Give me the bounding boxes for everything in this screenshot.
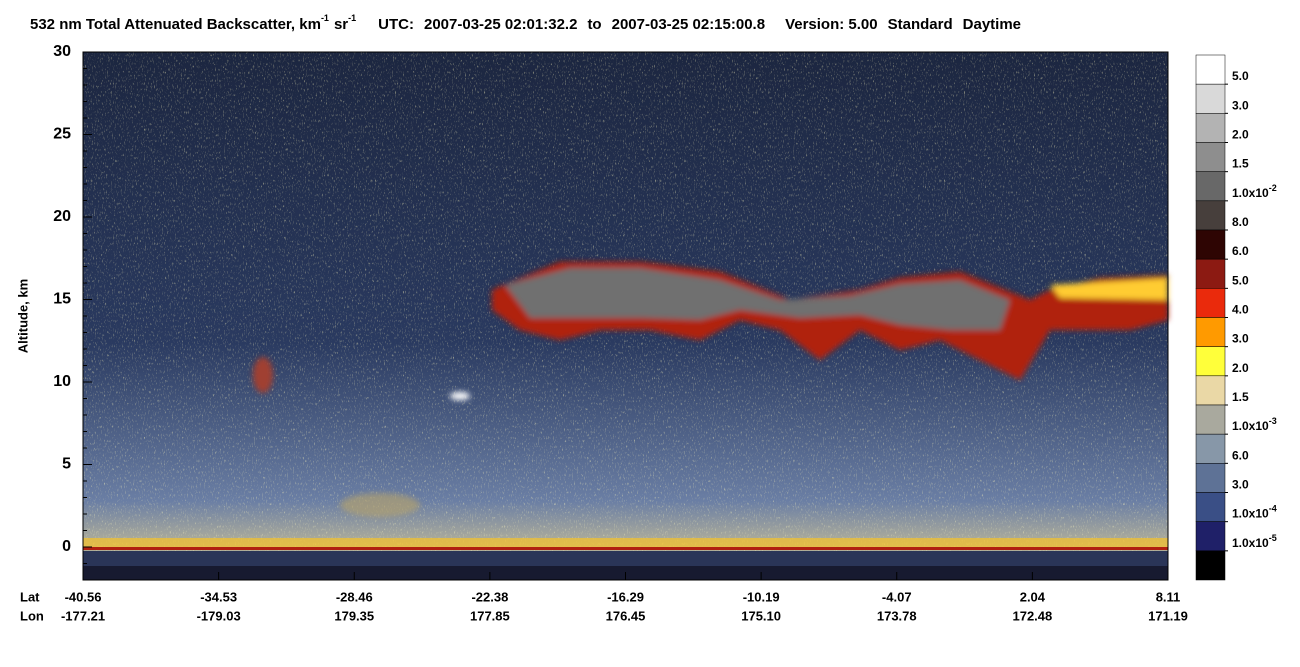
colorbar-label-text: 6.0 (1232, 449, 1249, 463)
colorbar-label: 3.0 (1232, 332, 1249, 346)
x-tick-label: 176.45 (606, 608, 646, 623)
colorbar-swatch (1195, 142, 1226, 172)
colorbar-label: 5.0 (1232, 69, 1249, 83)
x-tick-label: -22.38 (471, 589, 508, 604)
colorbar-swatch (1195, 200, 1226, 231)
to-label: to (587, 16, 601, 33)
colorbar-swatch (1195, 54, 1226, 85)
colorbar-swatch (1195, 258, 1226, 289)
colorbar-swatch (1195, 550, 1226, 581)
x-tick-label: -16.29 (607, 589, 644, 604)
colorbar-label-text: 3.0 (1232, 332, 1249, 346)
colorbar-swatch (1195, 229, 1226, 260)
colorbar-label: 1.5 (1232, 157, 1249, 171)
colorbar-label: 1.0x10-5 (1232, 533, 1277, 550)
colorbar-label-text: 1.5 (1232, 390, 1249, 404)
colorbar-swatch (1195, 83, 1226, 114)
x-tick-label: -40.56 (65, 589, 102, 604)
x-tick-label: 8.11 (1156, 589, 1181, 604)
colorbar-label-text: 1.0x10 (1232, 536, 1269, 550)
colorbar-swatch (1195, 346, 1226, 377)
colorbar-label-text: 3.0 (1232, 99, 1249, 113)
time-start: 2007-03-25 02:01:32.2 (424, 16, 577, 33)
x-tick-label: 172.48 (1012, 608, 1052, 623)
y-tick-label: 20 (53, 208, 71, 225)
colorbar-label: 2.0 (1232, 128, 1249, 142)
colorbar-swatch (1195, 113, 1226, 143)
x-row-name: Lat (20, 589, 40, 604)
x-tick-label: 179.35 (334, 608, 374, 623)
colorbar-label-text: 1.0x10 (1232, 507, 1269, 521)
colorbar-swatch (1195, 375, 1226, 406)
colorbar-label-text: 4.0 (1232, 303, 1249, 317)
y-tick-label: 0 (62, 538, 71, 555)
title-sup: -1 (321, 13, 329, 23)
colorbar-swatch (1195, 521, 1226, 552)
colorbar-label-exp: -5 (1269, 533, 1277, 543)
mode: Daytime (963, 16, 1021, 33)
x-tick-label: -10.19 (743, 589, 780, 604)
time-end: 2007-03-25 02:15:00.8 (612, 16, 765, 33)
colorbar-swatch (1195, 433, 1226, 464)
x-tick-label: -34.53 (200, 589, 237, 604)
colorbar-label: 2.0 (1232, 361, 1249, 375)
x-tick-label: -177.21 (61, 608, 105, 623)
colorbar-swatch (1195, 288, 1226, 318)
y-tick-label: 25 (53, 126, 71, 143)
colorbar-label-text: 1.5 (1232, 157, 1249, 171)
colorbar-label-text: 2.0 (1232, 361, 1249, 375)
colorbar-swatch (1195, 492, 1226, 522)
colorbar-label: 1.0x10-4 (1232, 504, 1277, 521)
colorbar-label-text: 3.0 (1232, 478, 1249, 492)
y-tick-label: 15 (53, 291, 71, 308)
x-tick-label: 177.85 (470, 608, 510, 623)
colorbar-label: 6.0 (1232, 449, 1249, 463)
colorbar-label-exp: -3 (1269, 417, 1277, 427)
colorbar-label: 4.0 (1232, 303, 1249, 317)
product: Standard (888, 16, 953, 33)
colorbar-label-exp: -2 (1269, 183, 1277, 193)
colorbar-label: 3.0 (1232, 99, 1249, 113)
version: Version: 5.00 (785, 16, 878, 33)
y-tick-label: 10 (53, 373, 71, 390)
colorbar-swatch (1195, 404, 1226, 435)
colorbar-label: 1.0x10-2 (1232, 183, 1277, 200)
x-tick-label: -179.03 (197, 608, 241, 623)
colorbar-label-text: 1.0x10 (1232, 186, 1269, 200)
x-tick-label: 173.78 (877, 608, 917, 623)
y-tick-label: 5 (62, 456, 71, 473)
colorbar-swatch (1195, 463, 1226, 493)
x-tick-label: 175.10 (741, 608, 781, 623)
colorbar-label-text: 5.0 (1232, 69, 1249, 83)
y-axis-label: Altitude, km (15, 279, 30, 353)
chart-title: 532 nm Total Attenuated Backscatter, km-… (30, 13, 1021, 33)
y-tick-label: 30 (53, 43, 71, 60)
x-tick-label: 171.19 (1148, 608, 1188, 623)
colorbar-label-text: 2.0 (1232, 128, 1249, 142)
x-tick-label: -4.07 (882, 589, 912, 604)
colorbar-label: 8.0 (1232, 215, 1249, 229)
colorbar-swatch (1195, 171, 1226, 202)
colorbar-label-text: 6.0 (1232, 244, 1249, 258)
colorbar-label: 1.5 (1232, 390, 1249, 404)
title-text: 532 nm Total Attenuated Backscatter, km (30, 16, 321, 33)
colorbar-label: 5.0 (1232, 274, 1249, 288)
backscatter-image (83, 52, 1168, 580)
colorbar-label-text: 8.0 (1232, 215, 1249, 229)
colorbar-label-text: 5.0 (1232, 274, 1249, 288)
colorbar-label: 1.0x10-3 (1232, 417, 1277, 434)
colorbar-swatch (1195, 317, 1226, 347)
utc-label: UTC: (378, 16, 414, 33)
colorbar-label: 3.0 (1232, 478, 1249, 492)
colorbar-label-text: 1.0x10 (1232, 419, 1269, 433)
colorbar-label: 6.0 (1232, 244, 1249, 258)
title-sup: -1 (348, 13, 356, 23)
colorbar-label-exp: -4 (1269, 504, 1277, 514)
x-tick-label: 2.04 (1020, 589, 1046, 604)
x-tick-label: -28.46 (336, 589, 373, 604)
title-text: sr (334, 16, 348, 33)
x-row-name: Lon (20, 608, 44, 623)
